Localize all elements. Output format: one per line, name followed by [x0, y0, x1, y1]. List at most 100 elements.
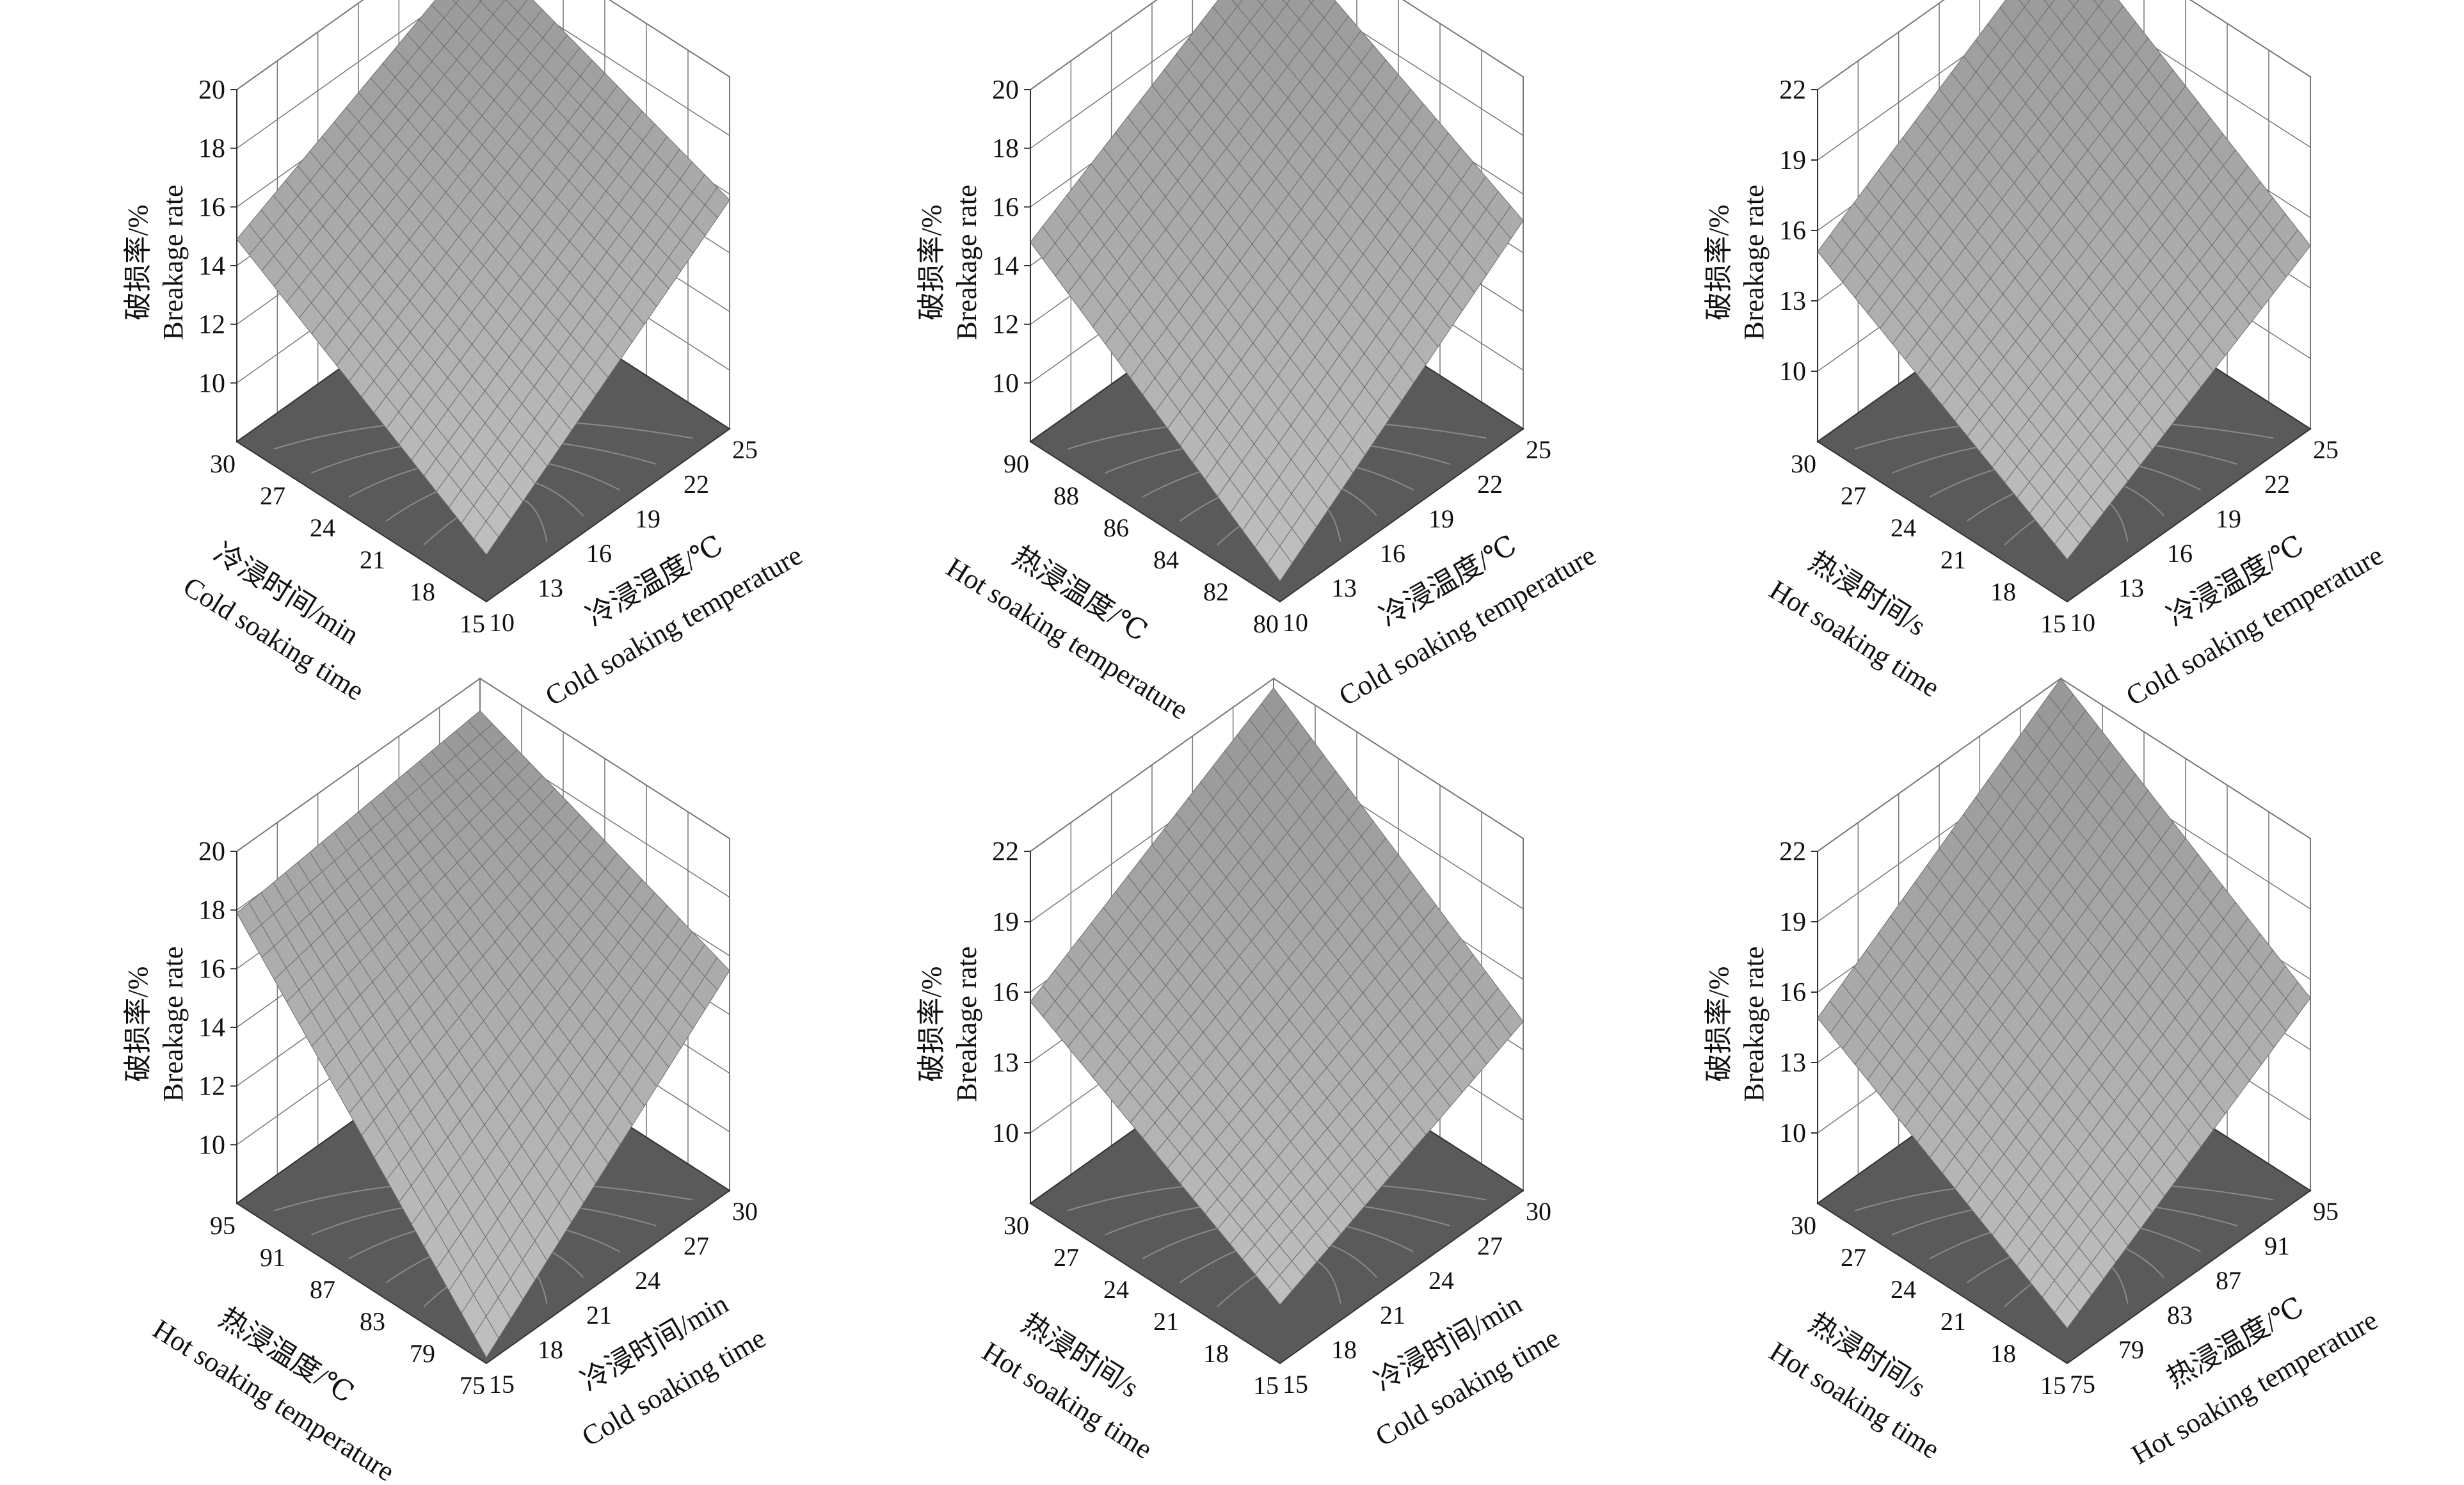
z-tick-label: 19 — [1779, 146, 1806, 175]
left-axis-tick-label: 95 — [210, 1211, 236, 1240]
right-axis-tick-label: 22 — [2264, 470, 2290, 499]
z-tick-label: 16 — [1779, 978, 1806, 1007]
right-axis-tick-label: 30 — [732, 1197, 758, 1226]
left-axis-tick-label: 21 — [1940, 1307, 1966, 1336]
right-axis-tick-label: 91 — [2264, 1232, 2290, 1260]
right-axis-tick-label: 27 — [684, 1232, 709, 1260]
right-axis-tick-label: 21 — [1380, 1301, 1405, 1329]
z-axis-label-en: Breakage rate — [1738, 946, 1770, 1102]
left-axis-tick-label: 15 — [2040, 1371, 2066, 1400]
right-axis-tick-label: 24 — [635, 1266, 660, 1295]
left-axis-tick-label: 90 — [1004, 449, 1029, 478]
surface-cell — [1267, 545, 1293, 582]
surface-cell — [2068, 0, 2079, 7]
left-axis-tick-label: 91 — [260, 1243, 285, 1272]
z-tick-label: 16 — [198, 193, 225, 222]
wall-grid-line — [1817, 0, 2311, 161]
right-axis-tick-label: 87 — [2216, 1266, 2241, 1295]
surface-cell — [1308, 0, 1315, 4]
response-surface — [236, 710, 730, 1358]
wall-grid-line — [1030, 0, 1524, 149]
right-axis-tick-label: 15 — [489, 1370, 515, 1399]
left-axis-tick-label: 27 — [260, 481, 285, 510]
left-axis-tick-label: 24 — [1891, 1275, 1916, 1304]
response-surface — [1817, 0, 2311, 560]
left-axis-tick-label: 15 — [1253, 1371, 1279, 1400]
left-axis-tick-label: 87 — [310, 1275, 335, 1304]
z-axis-label-cn: 破损率/% — [122, 205, 154, 321]
surface-cell — [1257, 0, 1267, 6]
z-tick-label: 14 — [198, 252, 225, 281]
left-axis-tick-label: 21 — [1940, 545, 1966, 574]
z-tick-label: 13 — [1779, 287, 1806, 316]
surface-cell — [1231, 0, 1243, 7]
right-axis-tick-label: 10 — [1283, 608, 1308, 637]
surface-cell — [1267, 1274, 1293, 1306]
left-axis-tick-label: 86 — [1103, 513, 1129, 542]
right-axis-tick-label: 27 — [1477, 1232, 1503, 1260]
z-axis-label-cn: 破损率/% — [122, 967, 154, 1082]
left-axis-tick-label: 27 — [1841, 481, 1866, 510]
left-axis-tick-label: 24 — [1103, 1275, 1129, 1304]
right-axis-tick-label: 16 — [586, 539, 612, 568]
z-tick-label: 18 — [198, 896, 225, 926]
wall-grid-line — [1817, 0, 2311, 90]
right-axis-tick-label: 24 — [1428, 1266, 1454, 1295]
left-axis-tick-label: 30 — [210, 449, 236, 478]
wall-grid-line — [236, 0, 730, 149]
left-axis-tick-label: 30 — [1791, 449, 1816, 478]
right-axis-tick-label: 15 — [1283, 1370, 1308, 1399]
z-tick-label: 18 — [992, 134, 1019, 164]
left-axis-tick-label: 80 — [1253, 609, 1279, 638]
z-tick-label: 10 — [992, 369, 1019, 398]
response-surface — [1817, 678, 2311, 1329]
z-axis-label-en: Breakage rate — [157, 184, 189, 340]
z-tick-label: 19 — [1779, 908, 1806, 937]
z-tick-label: 10 — [198, 1130, 225, 1160]
right-axis-tick-label: 16 — [1380, 539, 1405, 568]
left-axis-tick-label: 21 — [360, 545, 385, 574]
z-tick-label: 20 — [198, 837, 225, 867]
right-axis-tick-label: 30 — [1526, 1197, 1551, 1226]
response-surface — [1030, 0, 1524, 582]
wall-grid-line — [236, 0, 730, 90]
z-tick-label: 19 — [992, 908, 1019, 937]
left-axis-tick-label: 24 — [310, 513, 335, 542]
z-tick-label: 20 — [992, 76, 1019, 105]
surface-cell — [2054, 1296, 2080, 1329]
right-axis-tick-label: 19 — [635, 504, 660, 533]
z-tick-label: 14 — [198, 1013, 225, 1043]
right-axis-tick-label: 18 — [538, 1335, 563, 1364]
z-tick-label: 10 — [992, 1119, 1019, 1148]
left-axis-tick-label: 82 — [1203, 577, 1229, 606]
z-tick-label: 12 — [198, 1072, 225, 1102]
left-axis-tick-label: 84 — [1153, 545, 1179, 574]
left-axis-tick-label: 18 — [1990, 1339, 2016, 1368]
response-surface — [1030, 687, 1524, 1306]
left-axis-tick-label: 15 — [460, 609, 485, 638]
z-tick-label: 13 — [992, 1048, 1019, 1078]
left-axis-tick-label: 27 — [1053, 1243, 1079, 1272]
surface-cell — [1283, 0, 1291, 5]
z-tick-label: 22 — [1779, 76, 1806, 105]
z-axis-label-cn: 破损率/% — [916, 205, 947, 321]
z-tick-label: 10 — [1779, 357, 1806, 387]
z-axis-label-en: Breakage rate — [951, 184, 982, 340]
left-axis-tick-label: 30 — [1004, 1211, 1029, 1240]
z-tick-label: 14 — [992, 252, 1019, 281]
right-axis-tick-label: 95 — [2313, 1197, 2339, 1226]
left-axis-tick-label: 27 — [1841, 1243, 1866, 1272]
left-axis-tick-label: 30 — [1791, 1211, 1816, 1240]
right-axis-tick-label: 21 — [586, 1301, 612, 1329]
right-axis-tick-label: 10 — [2070, 608, 2095, 637]
right-axis-tick-label: 18 — [1331, 1335, 1357, 1364]
wall-grid-line — [1030, 0, 1524, 90]
z-axis-label-en: Breakage rate — [157, 946, 189, 1102]
z-tick-label: 10 — [1779, 1119, 1806, 1148]
left-axis-tick-label: 18 — [1990, 577, 2016, 606]
z-tick-label: 22 — [1779, 837, 1806, 867]
right-axis-tick-label: 25 — [2313, 435, 2339, 464]
surface-cell — [2019, 0, 2031, 8]
surface-cell — [473, 1315, 499, 1358]
